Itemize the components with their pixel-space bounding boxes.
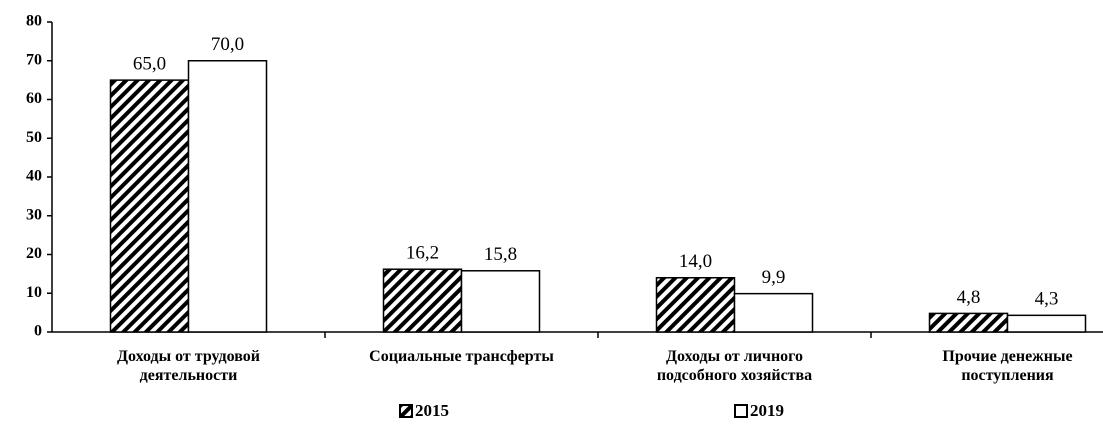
data-label: 70,0 bbox=[211, 34, 244, 55]
y-tick-label: 50 bbox=[26, 129, 42, 146]
data-label: 65,0 bbox=[133, 53, 166, 74]
y-tick-label: 0 bbox=[34, 323, 42, 340]
y-tick-label: 60 bbox=[26, 90, 42, 107]
data-label: 4,3 bbox=[1035, 289, 1059, 310]
bar bbox=[928, 312, 1009, 333]
legend-label: 2019 bbox=[750, 401, 784, 420]
y-tick-label: 40 bbox=[26, 168, 42, 185]
bar bbox=[655, 277, 736, 333]
x-tick-label: Доходы от личного подсобного хозяйства bbox=[656, 348, 813, 384]
bar bbox=[382, 268, 463, 333]
data-label: 15,8 bbox=[484, 244, 517, 265]
legend-swatch bbox=[734, 404, 748, 418]
legend-label: 2015 bbox=[415, 401, 449, 420]
data-label: 16,2 bbox=[406, 243, 439, 264]
y-tick-label: 10 bbox=[26, 284, 42, 301]
bar bbox=[187, 60, 268, 333]
y-tick-label: 30 bbox=[26, 206, 42, 223]
bar bbox=[109, 79, 190, 333]
bar bbox=[1006, 314, 1087, 333]
x-tick-label: Прочие денежные поступления bbox=[942, 348, 1073, 384]
data-label: 9,9 bbox=[762, 267, 786, 288]
x-tick-label: Доходы от трудовой деятельности bbox=[117, 348, 260, 384]
y-tick-label: 20 bbox=[26, 245, 42, 262]
y-tick-label: 80 bbox=[26, 13, 42, 30]
legend-swatch bbox=[399, 404, 413, 418]
data-label: 4,8 bbox=[957, 287, 981, 308]
bar bbox=[733, 292, 814, 333]
y-tick-label: 70 bbox=[26, 51, 42, 68]
data-label: 14,0 bbox=[679, 251, 712, 272]
bar bbox=[460, 270, 541, 333]
x-tick-label: Социальные трансферты bbox=[369, 348, 554, 365]
